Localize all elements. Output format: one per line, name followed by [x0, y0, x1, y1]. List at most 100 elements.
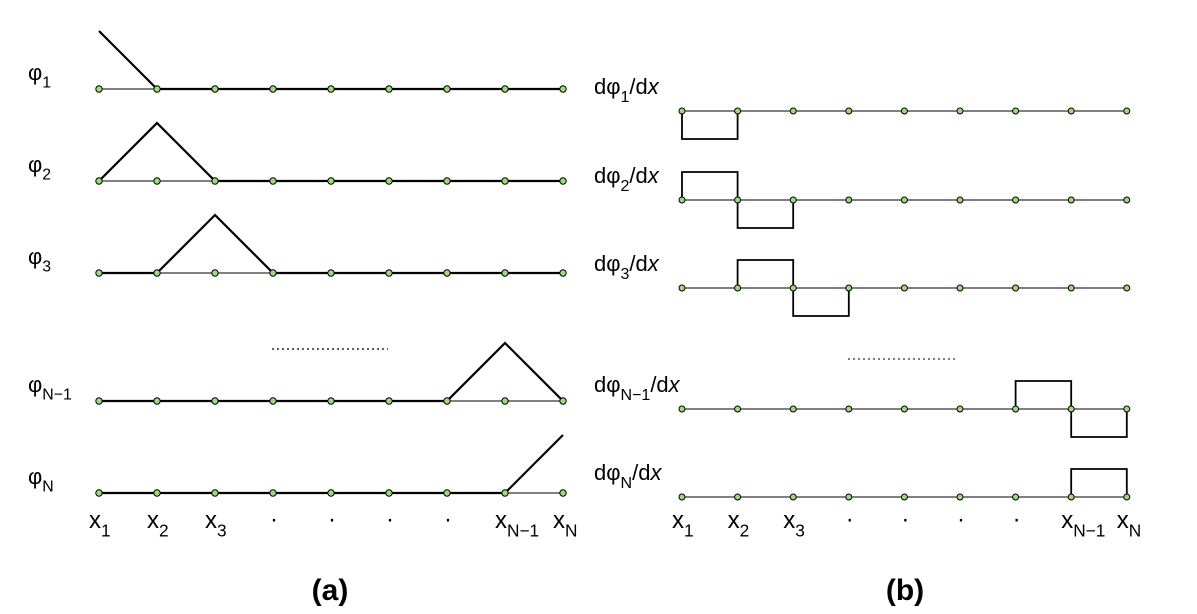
- node-point: [501, 397, 509, 405]
- node-point: [845, 493, 853, 501]
- panel-a-row-label: φN−1: [28, 372, 72, 404]
- node-point: [789, 493, 797, 501]
- panel-b-caption: (b): [886, 574, 924, 607]
- node-point: [956, 493, 964, 501]
- node-point: [501, 85, 509, 93]
- node-point: [501, 269, 509, 277]
- panel-b-x-label: ·: [901, 506, 909, 533]
- node-point: [956, 196, 964, 204]
- node-point: [559, 269, 567, 277]
- node-point: [678, 405, 686, 413]
- panel-a-x-label: ·: [328, 506, 336, 533]
- node-point: [678, 196, 686, 204]
- node-point: [95, 85, 103, 93]
- node-point: [153, 177, 161, 185]
- node-point: [559, 85, 567, 93]
- panel-b-x-label: xN: [1117, 507, 1141, 540]
- node-point: [327, 489, 335, 497]
- node-point: [789, 196, 797, 204]
- node-point: [385, 269, 393, 277]
- node-point: [385, 85, 393, 93]
- node-point: [1067, 107, 1075, 115]
- node-point: [211, 269, 219, 277]
- node-point: [95, 489, 103, 497]
- node-point: [900, 493, 908, 501]
- step-derivative: [1070, 468, 1128, 497]
- node-point: [559, 397, 567, 405]
- hat-function: [446, 341, 564, 402]
- node-point: [559, 489, 567, 497]
- node-point: [95, 269, 103, 277]
- node-point: [734, 107, 742, 115]
- node-point: [153, 85, 161, 93]
- node-point: [734, 405, 742, 413]
- panel-a: φ1 φ2 φ3 φN−1 φN x1 x2 x3 · · · · xN−1 xN: [28, 30, 577, 540]
- panel-a-x-label: ·: [444, 506, 452, 533]
- node-point: [678, 493, 686, 501]
- node-point: [1123, 196, 1131, 204]
- panel-a-x-label: x1: [89, 507, 111, 540]
- panel-b-x-label: ·: [1013, 506, 1021, 533]
- node-point: [501, 177, 509, 185]
- panel-a-row: φ3: [28, 213, 567, 277]
- panel-b-row: dφ3/dx: [594, 251, 1131, 317]
- node-point: [956, 107, 964, 115]
- panel-a-row: φ2: [28, 121, 567, 185]
- node-point: [1123, 284, 1131, 292]
- panel-b-row: dφN−1/dx: [594, 372, 1131, 438]
- panel-b-row-label: dφ1/dx: [594, 74, 660, 106]
- node-point: [789, 284, 797, 292]
- panel-a-row: φN−1: [28, 341, 567, 405]
- panel-b-x-label: x1: [672, 507, 694, 540]
- node-point: [1012, 107, 1020, 115]
- panel-b-x-label: x2: [728, 507, 750, 540]
- node-point: [95, 397, 103, 405]
- node-point: [269, 85, 277, 93]
- node-point: [1067, 284, 1075, 292]
- node-point: [900, 284, 908, 292]
- node-point: [327, 269, 335, 277]
- node-point: [734, 196, 742, 204]
- node-point: [1123, 405, 1131, 413]
- node-point: [900, 107, 908, 115]
- panel-b-row-label: dφ2/dx: [594, 163, 660, 195]
- node-point: [900, 196, 908, 204]
- node-point: [269, 177, 277, 185]
- node-point: [443, 177, 451, 185]
- node-point: [1123, 493, 1131, 501]
- node-point: [327, 397, 335, 405]
- node-point: [1012, 284, 1020, 292]
- panel-a-row-label: φN: [28, 464, 54, 496]
- panel-b-row-label: dφN−1/dx: [594, 372, 681, 404]
- panel-b-x-label: ·: [846, 506, 854, 533]
- node-point: [327, 177, 335, 185]
- node-point: [443, 397, 451, 405]
- node-point: [501, 489, 509, 497]
- panel-b-x-label: x3: [783, 507, 805, 540]
- hat-function: [98, 30, 158, 90]
- node-point: [1123, 107, 1131, 115]
- node-point: [1012, 493, 1020, 501]
- panel-a-x-label: xN−1: [495, 507, 539, 540]
- node-point: [211, 85, 219, 93]
- hat-function: [156, 213, 274, 274]
- node-point: [443, 85, 451, 93]
- hat-function: [504, 434, 564, 494]
- node-point: [789, 107, 797, 115]
- node-point: [385, 489, 393, 497]
- panel-a-x-label: ·: [386, 506, 394, 533]
- panel-a-row-label: φ2: [28, 152, 51, 184]
- node-point: [845, 405, 853, 413]
- panel-b-row-label: dφ3/dx: [594, 251, 660, 283]
- panel-b-x-label: ·: [957, 506, 965, 533]
- panel-b-row: dφ1/dx: [594, 74, 1131, 140]
- node-point: [385, 177, 393, 185]
- node-point: [678, 284, 686, 292]
- panel-b: dφ1/dx dφ2/dx dφ3/dx dφN−1/dx dφN/dx x1 x2 x3 · ·…: [594, 74, 1141, 540]
- node-point: [95, 177, 103, 185]
- node-point: [153, 269, 161, 277]
- node-point: [211, 397, 219, 405]
- node-point: [678, 107, 686, 115]
- panel-a-x-label: x3: [205, 507, 227, 540]
